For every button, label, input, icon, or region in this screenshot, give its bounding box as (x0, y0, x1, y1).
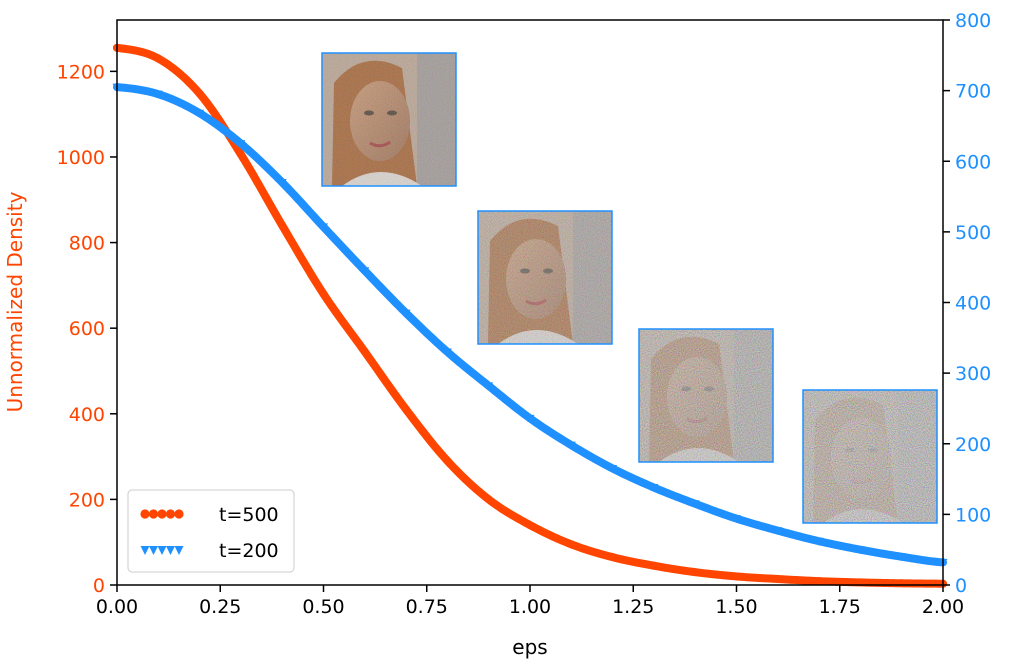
data-point (278, 221, 287, 230)
legend: t=500 t=200 (127, 489, 295, 573)
noisy-portrait-3 (638, 328, 774, 463)
data-point (567, 540, 576, 549)
y-right-tick-label: 0 (955, 575, 967, 597)
series-t200 (112, 83, 948, 567)
y-axis-right: 0 100 200 300 400 500 600 700 800 (943, 10, 991, 597)
x-axis-label: eps (512, 635, 547, 659)
legend-label-t500: t=500 (219, 504, 279, 526)
data-point (732, 515, 741, 524)
x-axis: 0.00 0.25 0.50 0.75 1.00 1.25 1.50 1.75 2.00 (96, 585, 964, 618)
x-tick-label: 2.00 (922, 596, 964, 618)
data-point (360, 347, 369, 356)
data-point (855, 546, 865, 555)
legend-marker-t500 (140, 509, 184, 519)
data-point (236, 150, 245, 159)
x-tick-label: 1.50 (715, 596, 757, 618)
legend-label-t200: t=200 (219, 540, 279, 562)
x-tick-label: 1.25 (612, 596, 654, 618)
y-left-tick-label: 0 (93, 575, 105, 597)
data-point (773, 527, 783, 536)
data-point (319, 289, 328, 298)
y-axis-left: 0 200 400 600 800 1000 1200 (57, 61, 117, 597)
data-point (897, 579, 906, 588)
data-point (154, 54, 163, 63)
data-point (732, 572, 741, 581)
data-point (360, 267, 370, 276)
data-point (195, 109, 205, 118)
data-point (402, 405, 411, 414)
y-right-tick-label: 300 (955, 363, 991, 385)
inset-frame (638, 328, 774, 463)
data-point (566, 441, 576, 450)
data-point (236, 140, 246, 149)
y-left-tick-label: 600 (69, 318, 105, 340)
x-tick-label: 0.75 (406, 596, 448, 618)
x-tick-label: 0.00 (96, 596, 138, 618)
x-tick-label: 1.00 (509, 596, 551, 618)
y-right-tick-label: 400 (955, 293, 991, 315)
data-point (319, 223, 328, 232)
data-point (153, 90, 163, 99)
data-point (484, 382, 494, 391)
noisy-portrait-1 (321, 52, 457, 187)
noisy-portrait-2 (477, 210, 613, 345)
inset-frame (321, 52, 457, 187)
data-point (525, 414, 535, 423)
data-point (608, 553, 617, 562)
x-tick-label: 1.75 (819, 596, 861, 618)
series-layer (112, 43, 948, 588)
inset-frame (802, 389, 938, 524)
data-point (897, 553, 907, 562)
data-point (649, 484, 659, 493)
data-point (690, 500, 700, 509)
x-tick-label: 0.25 (199, 596, 241, 618)
data-point (484, 495, 493, 504)
y-right-tick-label: 200 (955, 434, 991, 456)
y-right-tick-label: 800 (955, 10, 991, 32)
y-right-tick-label: 100 (955, 504, 991, 526)
data-point (401, 309, 411, 318)
y-left-tick-label: 400 (69, 404, 105, 426)
data-point (195, 89, 204, 98)
y-right-tick-label: 500 (955, 222, 991, 244)
data-point (442, 348, 452, 357)
data-point (649, 561, 658, 570)
data-point (608, 464, 618, 473)
data-point (443, 456, 452, 465)
data-point (773, 575, 782, 584)
data-point (691, 568, 700, 577)
y-left-tick-label: 1000 (57, 147, 105, 169)
legend-marker-t200 (140, 546, 184, 555)
data-point (277, 178, 287, 187)
y-axis-left-label: Unnormalized Density (3, 191, 27, 412)
inset-images (321, 52, 938, 524)
y-left-tick-label: 800 (69, 233, 105, 255)
y-left-tick-label: 1200 (57, 61, 105, 83)
data-point (814, 537, 824, 546)
data-point (526, 521, 534, 530)
inset-frame (477, 210, 613, 345)
y-left-tick-label: 200 (69, 489, 105, 511)
noisy-portrait-4 (802, 389, 938, 524)
series-t500 (113, 43, 947, 588)
y-right-tick-label: 600 (955, 151, 991, 173)
y-right-tick-label: 700 (955, 81, 991, 103)
data-point (815, 577, 824, 586)
x-tick-label: 0.50 (302, 596, 344, 618)
